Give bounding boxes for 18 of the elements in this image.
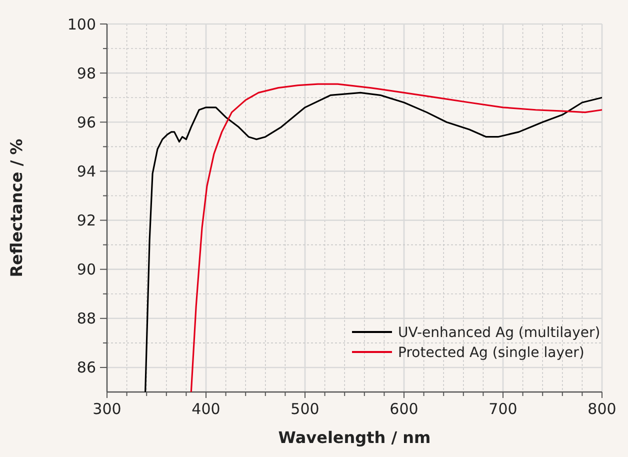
y-tick-label: 86 (76, 358, 96, 377)
y-tick-label: 90 (76, 260, 96, 279)
legend-label: Protected Ag (single layer) (398, 344, 584, 361)
x-tick-label: 800 (588, 400, 616, 418)
y-tick-label: 98 (76, 64, 96, 82)
x-axis-title: Wavelength / nm (278, 428, 431, 447)
y-tick-label: 94 (76, 162, 96, 180)
x-tick-label: 500 (290, 400, 320, 418)
x-tick-label: 300 (92, 400, 122, 418)
x-tick-label: 400 (192, 400, 220, 418)
y-tick-label: 92 (76, 212, 96, 230)
y-tick-label: 100 (67, 15, 96, 34)
y-tick-label: 88 (76, 310, 96, 328)
y-axis-title: Reflectance / % (7, 138, 26, 278)
x-tick-label: 600 (390, 400, 418, 418)
y-tick-label: 96 (76, 113, 96, 132)
x-tick-label: 700 (488, 400, 518, 418)
legend-label: UV-enhanced Ag (multilayer) (398, 324, 600, 341)
